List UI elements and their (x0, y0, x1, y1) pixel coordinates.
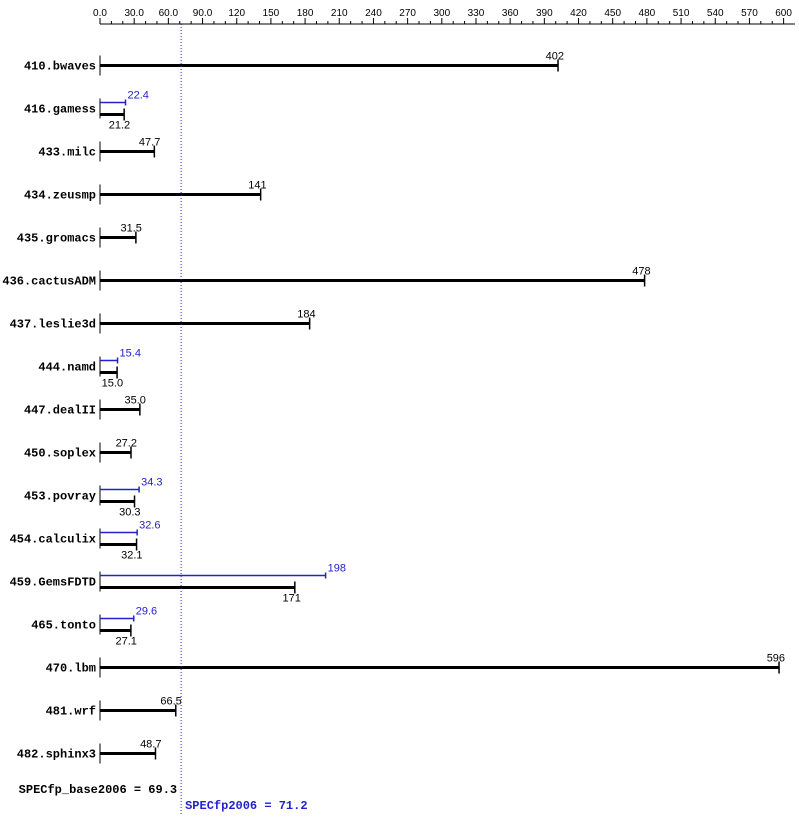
axis-tick-label: 330 (468, 8, 485, 19)
base-value-label: 184 (297, 309, 315, 321)
peak-value-label: 32.6 (139, 520, 160, 532)
axis-tick-label: 450 (604, 8, 621, 19)
base-value-label: 35.0 (124, 395, 145, 407)
axis-tick-label: 540 (707, 8, 724, 19)
benchmark-label: 434.zeusmp (24, 189, 96, 203)
base-value-label: 31.5 (120, 223, 141, 235)
base-value-label: 141 (248, 180, 266, 192)
benchmark-label: 416.gamess (24, 103, 96, 117)
benchmark-label: 459.GemsFDTD (10, 576, 96, 590)
footer-peak-score: SPECfp2006 = 71.2 (185, 799, 307, 813)
peak-value-label: 198 (328, 563, 346, 575)
axis-tick-label: 600 (775, 8, 792, 19)
benchmark-label: 453.povray (24, 490, 96, 504)
base-value-label: 32.1 (121, 550, 142, 562)
axis-tick-label: 240 (365, 8, 382, 19)
base-value-label: 47.7 (139, 137, 160, 149)
benchmark-label: 410.bwaves (24, 60, 96, 74)
axis-tick-label: 120 (228, 8, 245, 19)
peak-value-label: 15.4 (120, 348, 141, 360)
benchmark-label: 481.wrf (46, 705, 96, 719)
axis-tick-label: 390 (536, 8, 553, 19)
benchmark-label: 454.calculix (10, 533, 96, 547)
base-value-label: 21.2 (109, 120, 130, 132)
base-value-label: 478 (632, 266, 650, 278)
axis-tick-label: 300 (433, 8, 450, 19)
benchmark-label: 444.namd (38, 361, 96, 375)
benchmark-label: 433.milc (38, 146, 96, 160)
peak-value-label: 29.6 (136, 606, 157, 618)
benchmark-label: 465.tonto (31, 619, 96, 633)
peak-value-label: 22.4 (128, 90, 149, 102)
axis-tick-label: 30.0 (124, 8, 144, 19)
axis-tick-label: 0.0 (93, 8, 107, 19)
benchmark-label: 482.sphinx3 (17, 748, 96, 762)
base-value-label: 402 (546, 51, 564, 63)
spec-benchmark-chart: 0.0 30.0 60.0 90.0 120 150 180 210 240 270 300 330 3… (0, 0, 799, 831)
base-value-label: 15.0 (102, 378, 123, 390)
benchmark-label: 447.dealII (24, 404, 96, 418)
footer-base-score: SPECfp_base2006 = 69.3 (19, 783, 177, 797)
benchmark-label: 437.leslie3d (10, 318, 96, 332)
benchmark-label: 435.gromacs (17, 232, 96, 246)
axis-tick-label: 210 (331, 8, 348, 19)
base-value-label: 171 (282, 593, 300, 605)
benchmark-label: 450.soplex (24, 447, 96, 461)
axis-tick-label: 360 (502, 8, 519, 19)
axis-tick-label: 480 (639, 8, 656, 19)
base-value-label: 27.1 (115, 636, 136, 648)
axis-tick-label: 180 (297, 8, 314, 19)
base-value-label: 30.3 (119, 507, 140, 519)
benchmark-label: 436.cactusADM (2, 275, 96, 289)
axis-tick-label: 150 (263, 8, 280, 19)
base-value-label: 596 (767, 653, 785, 665)
peak-value-label: 34.3 (141, 477, 162, 489)
base-value-label: 66.5 (160, 696, 181, 708)
axis-tick-label: 60.0 (159, 8, 179, 19)
base-value-label: 27.2 (116, 438, 137, 450)
axis-tick-label: 270 (399, 8, 416, 19)
base-value-label: 48.7 (140, 739, 161, 751)
axis-tick-label: 90.0 (193, 8, 213, 19)
axis-tick-label: 420 (570, 8, 587, 19)
axis-tick-label: 570 (741, 8, 758, 19)
benchmark-label: 470.lbm (46, 662, 96, 676)
axis-tick-label: 510 (673, 8, 690, 19)
